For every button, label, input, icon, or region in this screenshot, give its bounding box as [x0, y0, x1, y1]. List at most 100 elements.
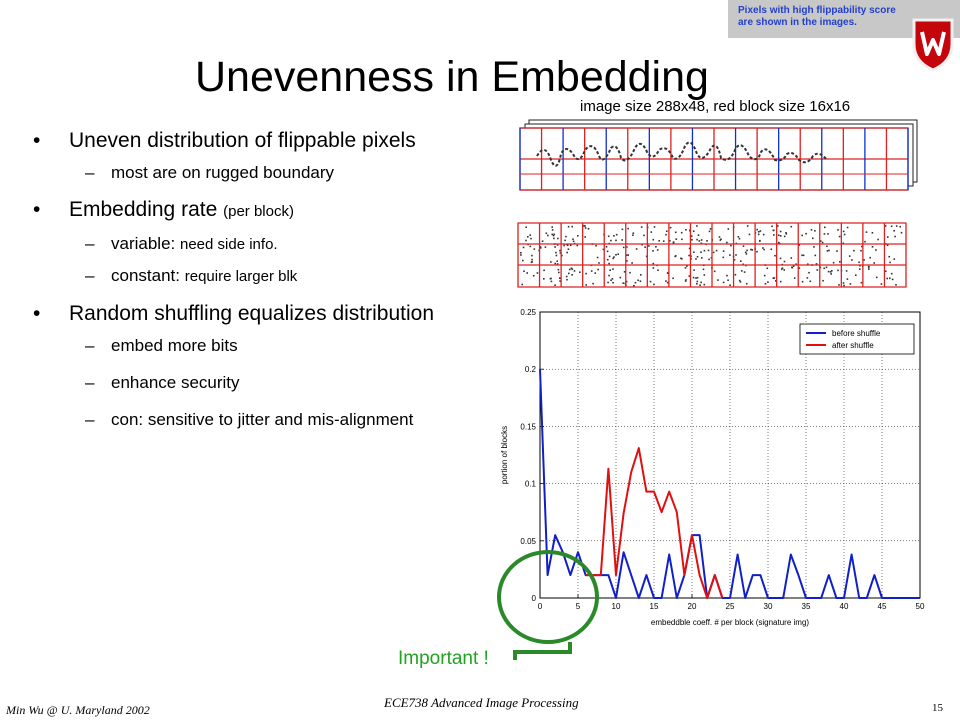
embeddable-coeff-chart: 0 5 10 15 20 25 30 35 40 45 50 0 0.05 0.1 0.15 0.2 0.25… — [500, 308, 925, 627]
sub-bullet-security: – enhance security — [33, 372, 453, 393]
flippable-pixel — [649, 280, 652, 283]
flippable-pixel — [826, 250, 829, 252]
flippable-pixel — [570, 267, 573, 270]
flippable-pixel — [773, 229, 775, 232]
flippable-pixel — [764, 283, 767, 285]
flippable-pixel — [793, 277, 796, 279]
flippable-pixel — [790, 257, 793, 259]
dash-marker: – — [85, 163, 95, 182]
bullet-random-shuffling: • Random shuffling equalizes distributio… — [33, 301, 453, 327]
flippable-pixel — [779, 230, 782, 233]
flippable-pixel — [846, 278, 849, 280]
flippable-pixel — [569, 244, 572, 247]
flippable-pixel — [605, 246, 608, 248]
flippable-pixel — [613, 235, 615, 237]
flippable-pixel — [669, 226, 672, 229]
bullet-text: Embedding rate — [69, 198, 218, 221]
flippable-pixel — [735, 254, 737, 256]
flippable-pixel — [713, 270, 716, 273]
flippable-pixel — [745, 253, 748, 255]
flippable-pixel — [547, 234, 549, 237]
flippable-pixel — [890, 272, 893, 275]
flippable-pixel — [829, 271, 832, 273]
flippable-pixel — [842, 230, 845, 233]
flippable-pixel — [831, 270, 833, 272]
x-tick-label: 20 — [688, 602, 697, 611]
flippable-pixel — [703, 274, 706, 276]
flippable-pixel — [828, 249, 830, 252]
university-shield-logo — [912, 18, 954, 72]
flippable-pixel — [830, 273, 832, 275]
flippable-pixel — [579, 271, 581, 273]
flippable-pixel — [606, 250, 609, 253]
flippable-pixel — [652, 262, 655, 265]
flippable-pixel — [555, 251, 557, 254]
bullet-uneven-distribution: • Uneven distribution of flippable pixel… — [33, 128, 453, 154]
flippable-pixel — [640, 274, 642, 276]
flippable-pixel — [832, 261, 835, 264]
flippable-pixel — [846, 226, 849, 229]
flippable-pixel — [770, 248, 773, 251]
flippable-pixel — [889, 277, 891, 280]
flippable-pixel — [757, 231, 760, 233]
flippable-pixel — [899, 225, 901, 228]
bullet-text: Uneven distribution of flippable pixels — [69, 129, 416, 152]
flippable-pixel — [783, 235, 786, 238]
flippable-pixel — [544, 246, 547, 248]
flippable-pixel — [613, 256, 615, 258]
flippable-pixel — [632, 232, 635, 234]
flippable-pixel — [549, 277, 552, 280]
flippable-pixel — [551, 229, 554, 231]
x-tick-label: 5 — [576, 602, 581, 611]
flippable-pixel — [641, 243, 643, 246]
flippable-pixel — [827, 270, 830, 273]
flippable-pixel — [805, 232, 807, 235]
flippable-pixel — [554, 284, 556, 286]
flippable-pixel — [650, 231, 653, 233]
flippable-pixel — [572, 238, 574, 240]
flippable-pixel — [900, 231, 903, 234]
bullet-embedding-rate: • Embedding rate (per block) — [33, 197, 453, 225]
sub-bullet-text: embed more bits — [111, 336, 238, 355]
flippable-pixel — [652, 250, 654, 252]
flippable-pixel — [717, 279, 719, 281]
flippable-pixel — [652, 238, 655, 241]
flippable-pixel — [791, 266, 793, 269]
flippable-pixel — [627, 254, 629, 256]
flippable-pixel — [726, 274, 728, 277]
flippable-pixel — [855, 274, 857, 276]
flippable-pixel — [739, 281, 742, 283]
flippable-pixel — [873, 262, 875, 264]
flippable-pixel — [884, 270, 887, 272]
flippable-pixel — [700, 251, 702, 253]
flippable-pixel — [666, 230, 668, 232]
flippable-pixel — [708, 230, 711, 233]
flippable-pixel — [824, 226, 826, 229]
flippable-pixel — [893, 230, 895, 232]
flippable-pixel — [685, 229, 687, 231]
flippable-pixel — [750, 248, 752, 251]
flippable-pixel — [612, 257, 614, 260]
flippable-pixel — [626, 246, 628, 248]
flippable-pixel — [634, 281, 637, 284]
flippable-pixel — [718, 236, 721, 238]
flippable-pixel — [566, 278, 568, 281]
flippable-pixel — [608, 255, 611, 258]
flippable-pixel — [612, 268, 614, 270]
flippable-pixel — [615, 239, 617, 242]
flippable-pixel — [822, 279, 824, 282]
flippable-pixel — [558, 271, 560, 274]
flippable-pixel — [702, 268, 705, 271]
flippable-pixel — [772, 277, 775, 279]
flippable-pixel — [539, 247, 542, 249]
flippable-pixel — [545, 232, 548, 235]
bullet-dot: • — [33, 198, 41, 221]
flippable-pixel — [592, 282, 594, 285]
flippable-pixel — [715, 249, 718, 252]
flippable-pixel — [766, 267, 769, 270]
flippable-pixel — [700, 281, 702, 284]
y-tick-labels: 0 0.05 0.1 0.15 0.2 0.25 — [520, 308, 536, 603]
flippable-pixel — [622, 282, 624, 284]
flippable-pixel — [648, 245, 650, 247]
flippable-pixel — [730, 244, 732, 247]
